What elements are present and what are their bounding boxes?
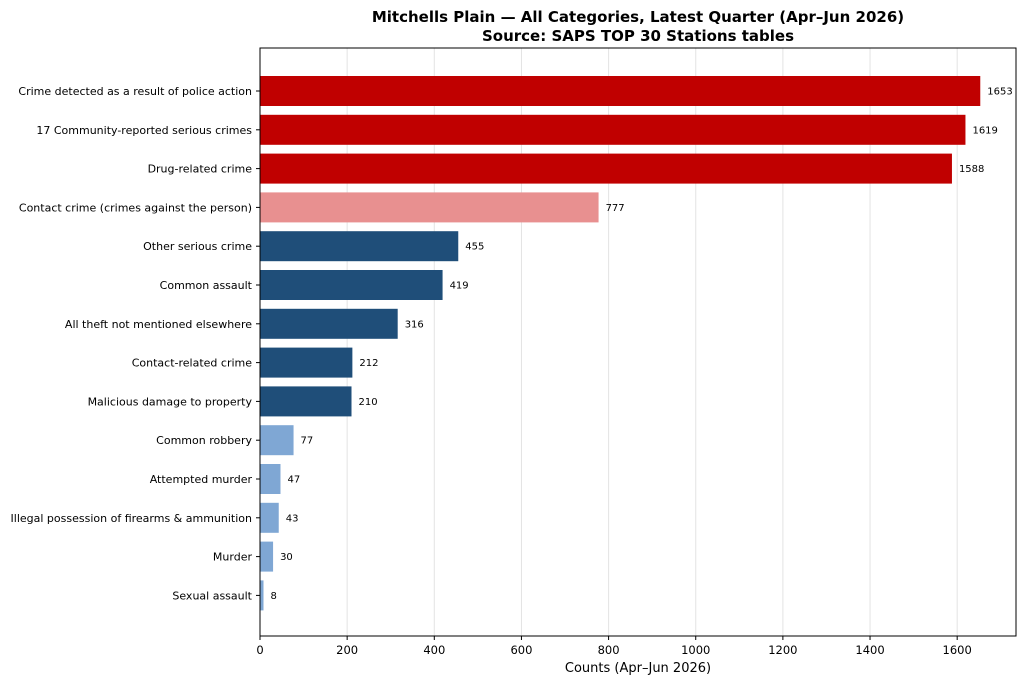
x-tick-label: 0: [256, 643, 263, 657]
category-label: Illegal possession of firearms & ammunit…: [11, 512, 252, 525]
bar: [260, 192, 599, 223]
bar: [260, 76, 981, 106]
x-axis-ticks: 0 200 400 600 800 1000 1200 1400 1600: [256, 90, 972, 657]
bar: [260, 347, 353, 378]
category-label: Common robbery: [156, 434, 252, 447]
x-tick-label: 1200: [768, 643, 797, 657]
value-label: 777: [606, 203, 625, 214]
value-label: 1619: [972, 125, 997, 136]
x-tick-label: 200: [336, 643, 358, 657]
category-labels: Crime detected as a result of police act…: [11, 85, 253, 602]
value-label: 212: [359, 358, 378, 369]
bar: [260, 114, 966, 145]
x-axis-title: Counts (Apr–Jun 2026): [565, 661, 711, 676]
x-tick-label: 600: [510, 643, 532, 657]
category-label: Drug-related crime: [148, 163, 253, 176]
value-label: 455: [465, 242, 484, 253]
bar: [260, 502, 279, 533]
category-label: Crime detected as a result of police act…: [18, 85, 252, 98]
category-label: Contact crime (crimes against the person…: [19, 201, 252, 214]
value-label: 30: [280, 552, 293, 563]
category-label: 17 Community-reported serious crimes: [36, 124, 252, 137]
category-label: Murder: [213, 551, 253, 564]
bar: [260, 153, 952, 184]
plot-frame: [259, 47, 1017, 637]
x-tick-label: 1000: [681, 643, 710, 657]
chart-title: Mitchells Plain — All Categories, Latest…: [372, 8, 904, 26]
value-label: 8: [270, 591, 276, 602]
value-label: 77: [301, 436, 314, 447]
category-label: Contact-related crime: [132, 357, 253, 370]
value-label: 1653: [987, 87, 1012, 98]
value-label: 47: [287, 475, 300, 486]
grid-lines: [259, 48, 958, 636]
bar: [260, 308, 398, 339]
category-label: Malicious damage to property: [88, 395, 253, 408]
bar: [260, 231, 459, 262]
x-tick-label: 1600: [943, 643, 972, 657]
value-label: 43: [286, 513, 299, 524]
bar: [260, 580, 264, 611]
value-labels: 1653 1619 1588 777 455 419 316 212 210 77 47 43 30 8: [270, 87, 1012, 602]
category-label: Other serious crime: [143, 240, 252, 253]
x-tick-label: 400: [423, 643, 445, 657]
category-label: All theft not mentioned elsewhere: [65, 318, 252, 331]
category-label: Attempted murder: [150, 473, 253, 486]
value-label: 419: [450, 281, 469, 292]
bar: [260, 464, 281, 494]
bar: [260, 386, 352, 417]
value-label: 1588: [959, 164, 984, 175]
x-tick-label: 800: [598, 643, 620, 657]
category-label: Common assault: [160, 279, 253, 292]
category-label: Sexual assault: [172, 589, 252, 602]
value-label: 316: [405, 319, 424, 330]
chart-subtitle: Source: SAPS TOP 30 Stations tables: [482, 27, 794, 45]
bar: [260, 270, 443, 300]
x-tick-label: 1400: [855, 643, 884, 657]
bars: [260, 76, 981, 611]
value-label: 210: [359, 397, 378, 408]
bar: [260, 541, 274, 572]
bar: [260, 425, 294, 456]
